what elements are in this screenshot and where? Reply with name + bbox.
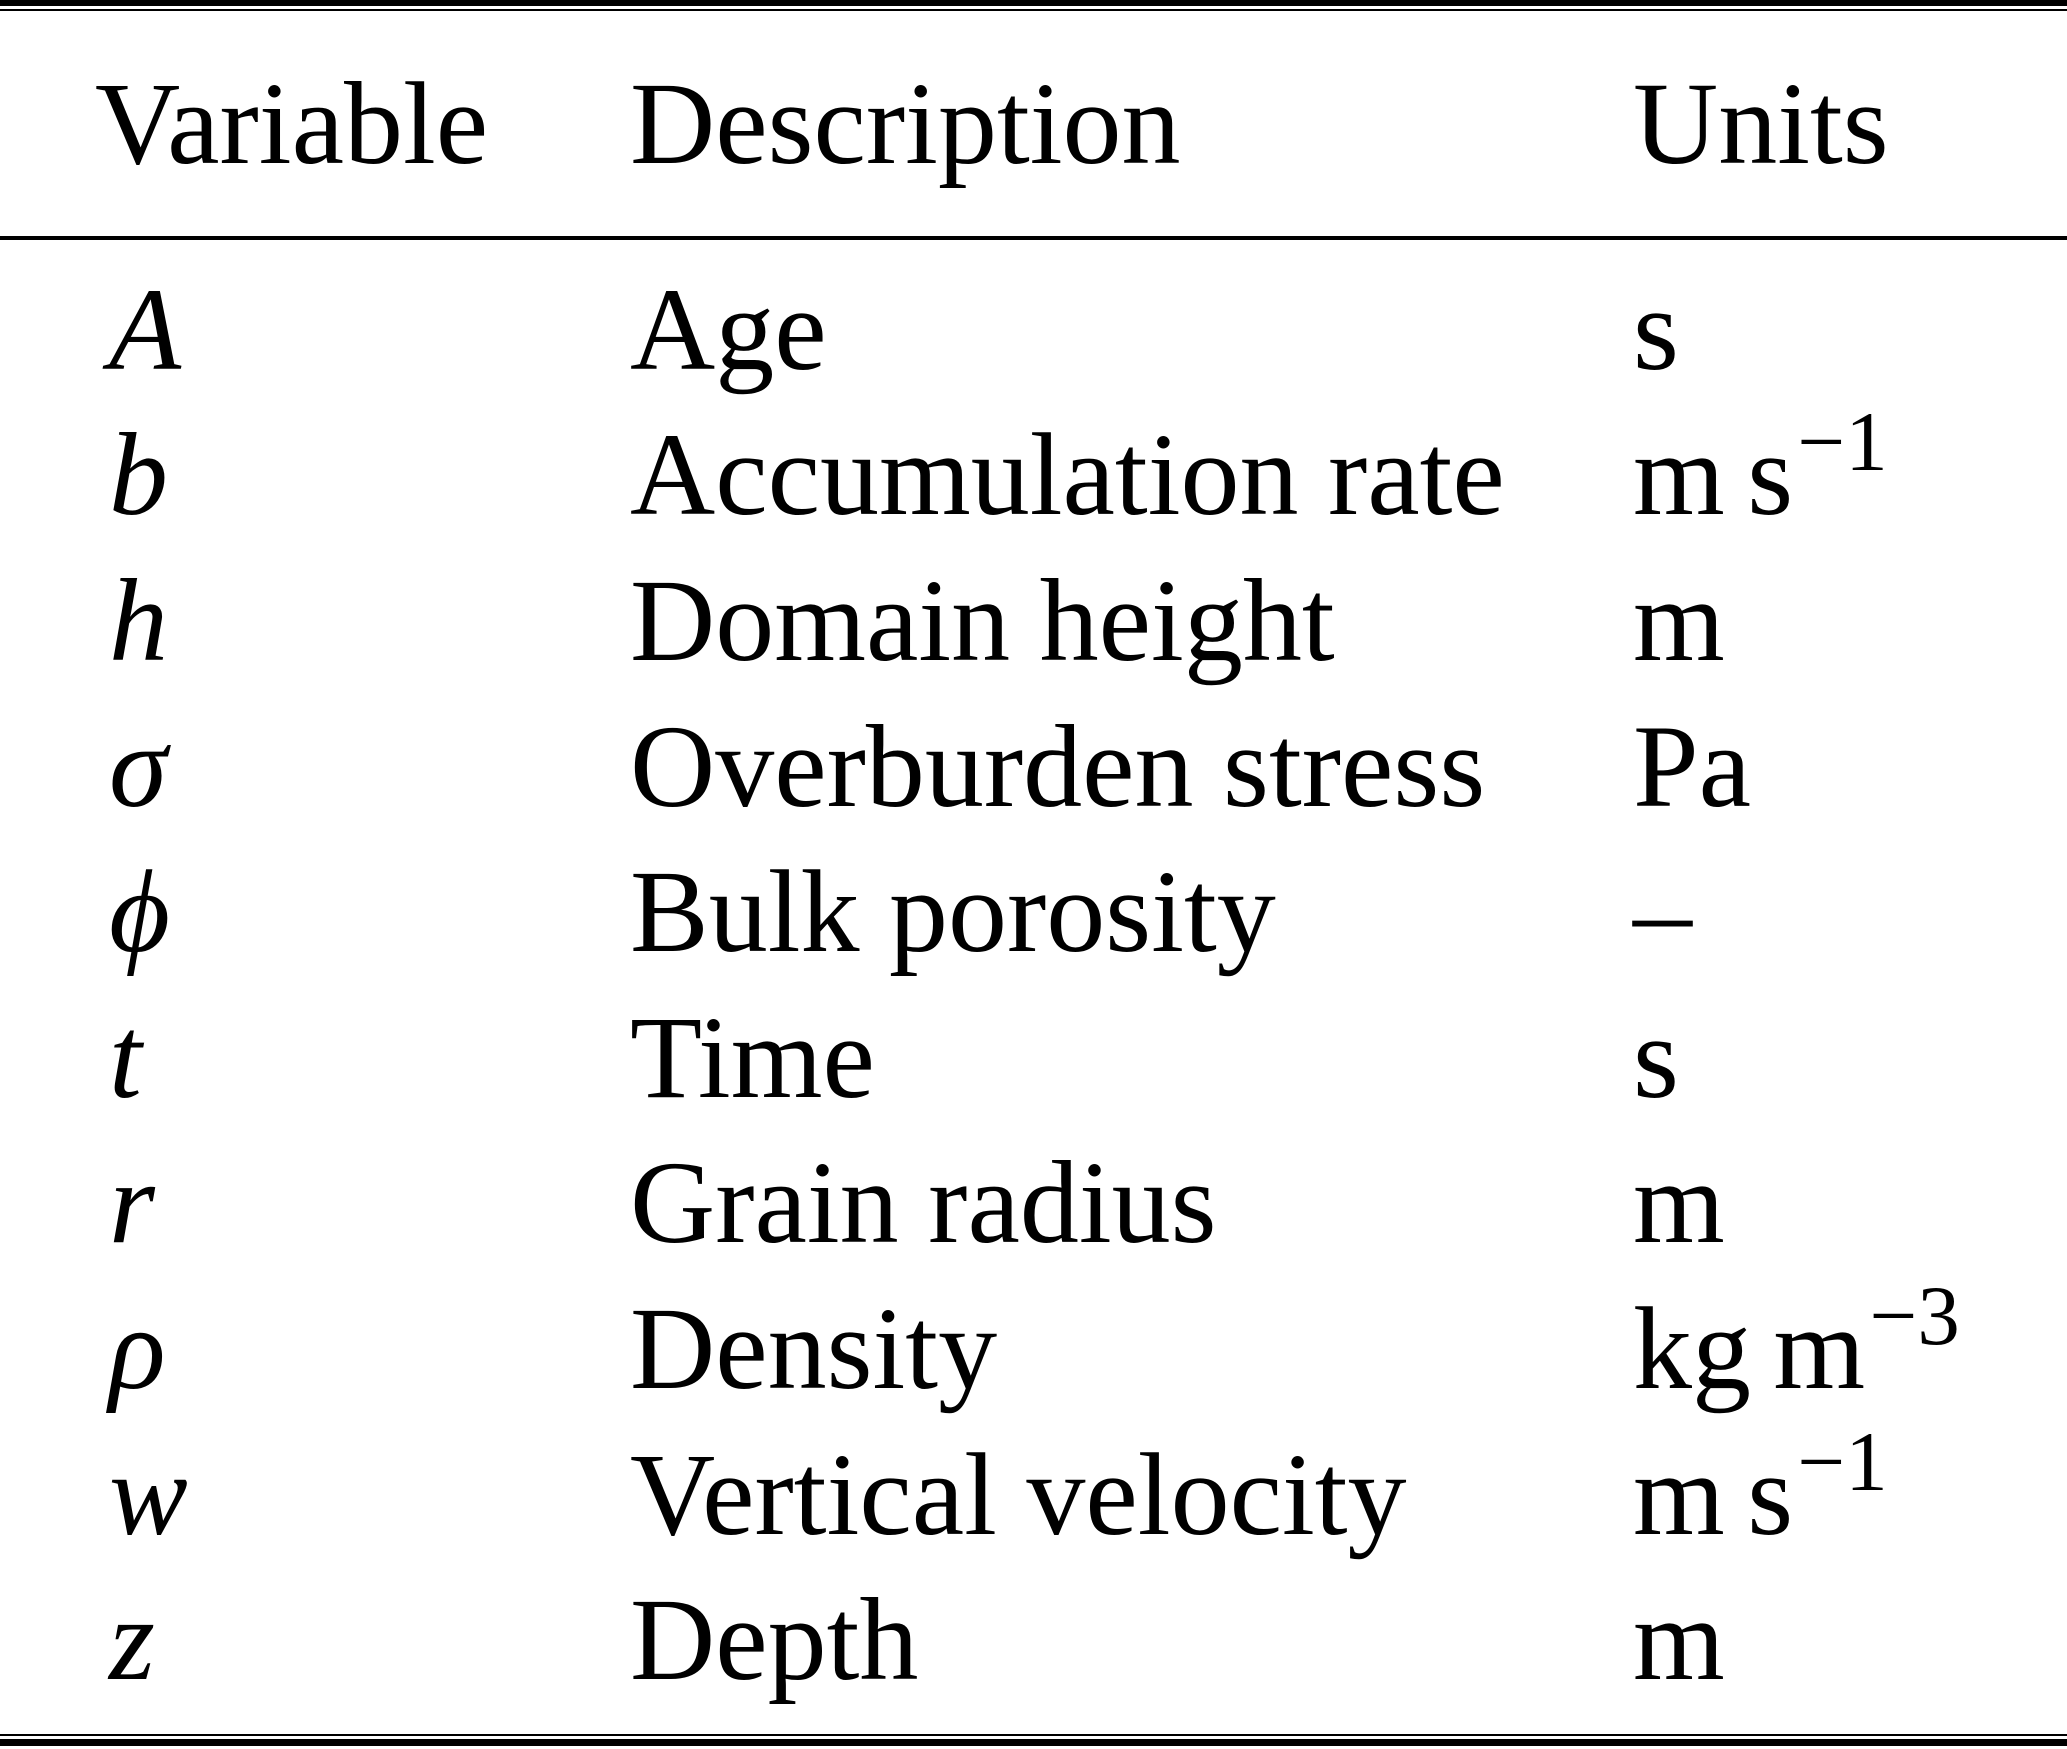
unit-base: m	[1633, 1574, 1725, 1706]
unit-base: Pa	[1633, 700, 1751, 832]
variable-unit: m s−1	[1633, 397, 2067, 537]
variable-description: Vertical velocity	[630, 1428, 1407, 1560]
column-header-variable: Variable	[95, 57, 489, 189]
variable-symbol: z	[109, 1574, 155, 1706]
variable-description: Time	[630, 991, 875, 1123]
unit-base: kg m	[1633, 1283, 1866, 1415]
variable-description: Overburden stress	[630, 700, 1486, 832]
variable-unit: m	[1633, 1578, 2067, 1702]
variable-symbol: w	[109, 1428, 188, 1560]
unit-base: m s	[1633, 409, 1794, 541]
unit-exponent: −3	[1869, 1268, 1960, 1363]
variable-description: Bulk porosity	[630, 846, 1276, 978]
header-separator-rule	[0, 236, 2067, 240]
top-thin-rule	[0, 9, 2067, 11]
variable-description: Accumulation rate	[630, 409, 1505, 541]
variable-description: Density	[630, 1283, 998, 1415]
unit-exponent: −1	[1797, 395, 1888, 490]
column-header-units: Units	[1633, 57, 1889, 189]
variable-description: Depth	[630, 1574, 919, 1706]
unit-base: –	[1633, 846, 1692, 978]
table-row: t Time s	[0, 991, 2067, 1123]
variable-unit: –	[1633, 850, 2067, 974]
variable-unit: Pa	[1633, 704, 2067, 829]
table-row: A Age s	[0, 263, 2067, 395]
table-row: b Accumulation rate m s−1	[0, 397, 2067, 541]
variable-unit: m	[1633, 559, 2067, 683]
top-thick-rule	[0, 0, 2067, 6]
unit-base: s	[1633, 263, 1679, 395]
variable-unit: m	[1633, 1141, 2067, 1265]
unit-base: s	[1633, 991, 1679, 1123]
bottom-thin-rule	[0, 1734, 2067, 1736]
variable-unit: kg m−3	[1633, 1271, 2067, 1411]
variable-symbol: ρ	[109, 1283, 166, 1415]
table-header-row: Variable Description Units	[0, 11, 2067, 236]
table-body: A Age s b Accumulation rate m s−1 h Doma…	[0, 240, 2067, 1734]
column-header-description: Description	[630, 57, 1181, 189]
variable-unit: s	[1633, 267, 2067, 392]
table-row: r Grain radius m	[0, 1141, 2067, 1265]
unit-base: m s	[1633, 1428, 1794, 1560]
table-row: h Domain height m	[0, 559, 2067, 683]
variable-symbol: A	[109, 263, 182, 395]
table-row: z Depth m	[0, 1578, 2067, 1702]
table-row: w Vertical velocity m s−1	[0, 1417, 2067, 1560]
variable-description: Domain height	[630, 554, 1335, 686]
variable-unit: m s−1	[1633, 1417, 2067, 1557]
variable-symbol: ϕ	[109, 846, 171, 978]
variable-unit: s	[1633, 995, 2067, 1120]
variable-symbol: σ	[109, 700, 168, 832]
table-row: σ Overburden stress Pa	[0, 700, 2067, 832]
unit-base: m	[1633, 554, 1725, 686]
variable-symbol: t	[109, 991, 142, 1123]
variable-description: Grain radius	[630, 1137, 1217, 1269]
unit-base: m	[1633, 1137, 1725, 1269]
variable-symbol: h	[109, 554, 168, 686]
unit-exponent: −1	[1797, 1414, 1888, 1509]
variable-description: Age	[630, 263, 827, 395]
variable-symbol: b	[109, 409, 168, 541]
bottom-thick-rule	[0, 1739, 2067, 1746]
variable-symbol: r	[109, 1137, 155, 1269]
table-row: ϕ Bulk porosity –	[0, 850, 2067, 974]
table-row: ρ Density kg m−3	[0, 1271, 2067, 1415]
